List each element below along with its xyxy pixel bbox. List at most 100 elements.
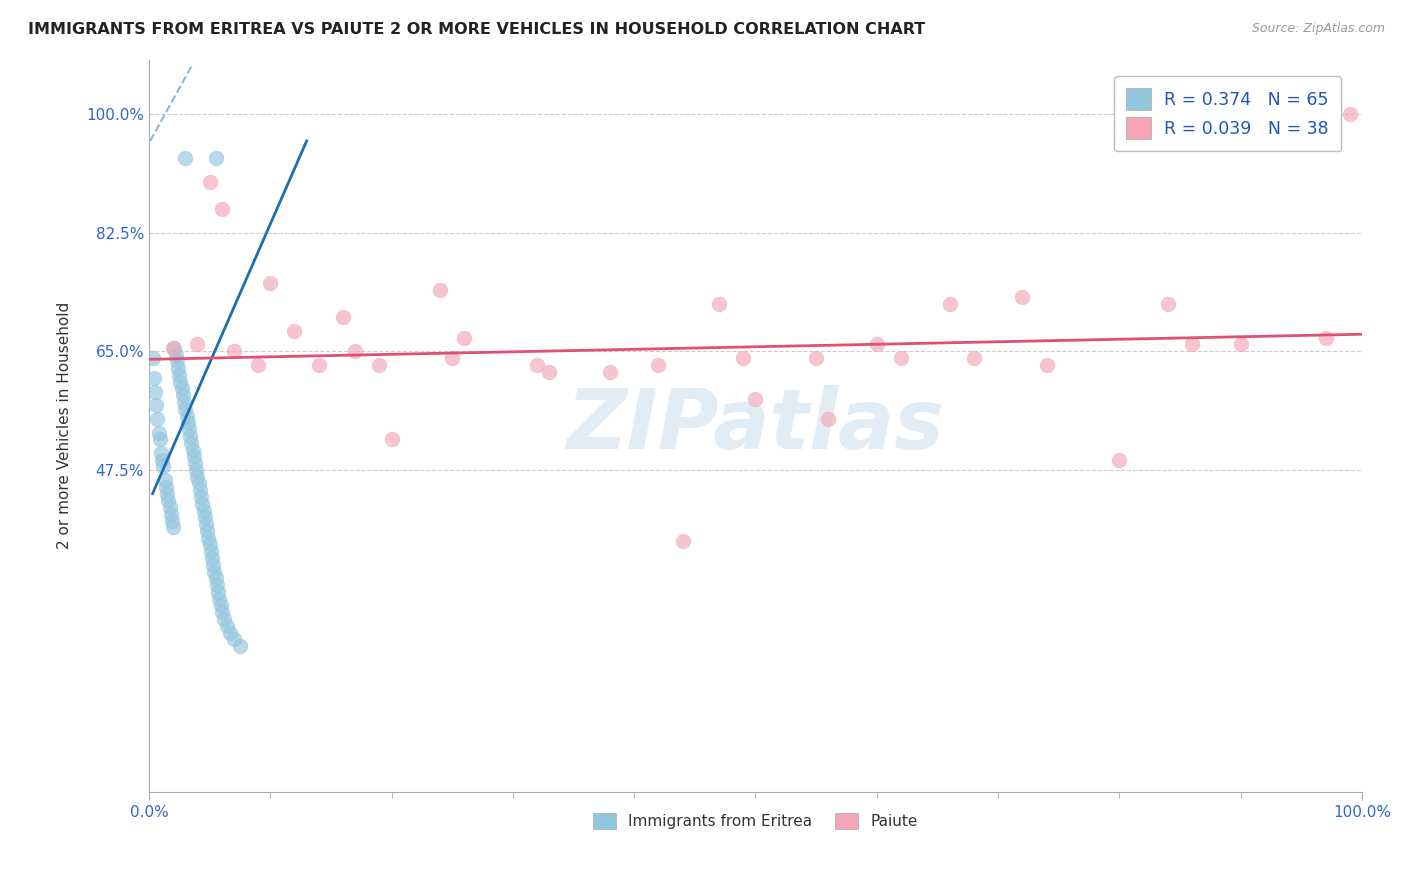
Point	[181, 442, 204, 457]
Text: Source: ZipAtlas.com: Source: ZipAtlas.com	[1251, 22, 1385, 36]
Point	[198, 175, 221, 189]
Point	[156, 486, 179, 500]
Point	[744, 392, 766, 406]
Point	[202, 558, 225, 572]
Point	[169, 375, 191, 389]
Point	[247, 358, 270, 372]
Point	[173, 395, 195, 409]
Point	[1035, 358, 1057, 372]
Point	[146, 412, 169, 426]
Point	[142, 371, 165, 385]
Point	[204, 151, 226, 165]
Point	[188, 483, 211, 498]
Point	[208, 591, 231, 606]
Point	[145, 399, 167, 413]
Point	[183, 450, 205, 464]
Point	[219, 625, 242, 640]
Point	[204, 565, 226, 579]
Point	[166, 354, 188, 368]
Point	[707, 296, 730, 310]
Point	[191, 497, 214, 511]
Point	[180, 435, 202, 450]
Point	[212, 612, 235, 626]
Point	[229, 639, 252, 653]
Point	[1108, 452, 1130, 467]
Point	[866, 337, 889, 351]
Point	[599, 365, 621, 379]
Point	[963, 351, 986, 365]
Point	[167, 361, 190, 376]
Point	[195, 524, 218, 538]
Point	[1229, 337, 1251, 351]
Point	[162, 341, 184, 355]
Point	[368, 358, 391, 372]
Point	[198, 537, 221, 551]
Point	[159, 507, 181, 521]
Point	[194, 510, 217, 524]
Point	[142, 351, 165, 365]
Text: ZIPatlas: ZIPatlas	[567, 385, 945, 467]
Point	[205, 578, 228, 592]
Point	[344, 344, 367, 359]
Point	[733, 351, 755, 365]
Legend: Immigrants from Eritrea, Paiute: Immigrants from Eritrea, Paiute	[588, 807, 924, 836]
Point	[187, 476, 209, 491]
Point	[150, 446, 173, 460]
Point	[1157, 296, 1180, 310]
Point	[179, 429, 201, 443]
Point	[174, 401, 197, 416]
Point	[186, 337, 208, 351]
Point	[177, 416, 200, 430]
Point	[308, 358, 330, 372]
Point	[672, 534, 695, 549]
Point	[177, 422, 200, 436]
Point	[1011, 290, 1033, 304]
Point	[194, 517, 217, 532]
Point	[890, 351, 912, 365]
Point	[155, 480, 177, 494]
Point	[453, 331, 475, 345]
Point	[938, 296, 960, 310]
Point	[817, 412, 839, 426]
Point	[149, 433, 172, 447]
Point	[186, 469, 208, 483]
Point	[172, 388, 194, 402]
Point	[259, 277, 281, 291]
Point	[197, 531, 219, 545]
Point	[1315, 331, 1337, 345]
Point	[647, 358, 669, 372]
Point	[174, 151, 197, 165]
Point	[429, 283, 451, 297]
Point	[804, 351, 827, 365]
Point	[186, 463, 208, 477]
Point	[200, 544, 222, 558]
Point	[165, 348, 187, 362]
Point	[143, 384, 166, 399]
Point	[153, 473, 176, 487]
Point	[209, 599, 232, 613]
Point	[159, 500, 181, 515]
Point	[526, 358, 548, 372]
Point	[211, 202, 233, 216]
Point	[204, 571, 226, 585]
Point	[538, 365, 561, 379]
Point	[222, 344, 245, 359]
Point	[148, 425, 170, 440]
Y-axis label: 2 or more Vehicles in Household: 2 or more Vehicles in Household	[58, 302, 72, 549]
Point	[160, 514, 183, 528]
Point	[152, 459, 174, 474]
Point	[167, 368, 190, 382]
Point	[163, 341, 186, 355]
Point	[215, 619, 238, 633]
Point	[162, 520, 184, 534]
Point	[283, 324, 305, 338]
Point	[157, 493, 180, 508]
Point	[193, 503, 215, 517]
Point	[1339, 107, 1361, 121]
Point	[176, 409, 198, 423]
Point	[211, 605, 233, 619]
Point	[380, 433, 402, 447]
Point	[332, 310, 354, 325]
Point	[170, 382, 193, 396]
Point	[222, 632, 245, 647]
